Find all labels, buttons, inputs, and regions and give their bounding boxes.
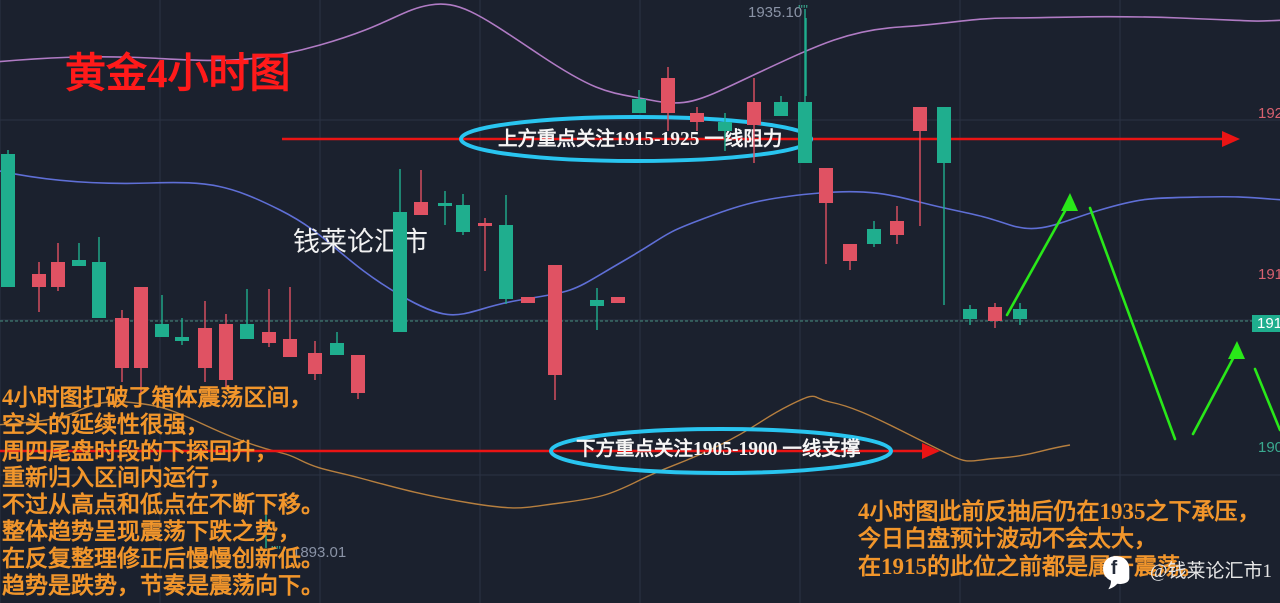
svg-text:钱莱论汇市: 钱莱论汇市 — [293, 227, 428, 257]
svg-text:f: f — [1111, 558, 1118, 579]
svg-text:1914: 1914 — [1258, 266, 1280, 283]
svg-text:1900: 1900 — [1258, 439, 1280, 456]
svg-text:1935.10: 1935.10 — [748, 4, 802, 21]
svg-text:1910: 1910 — [1257, 315, 1280, 332]
svg-text:下方重点关注1905-1900 一线支撑: 下方重点关注1905-1900 一线支撑 — [576, 437, 861, 460]
svg-text:1927: 1927 — [1258, 105, 1280, 122]
svg-text:上方重点关注1915-1925 一线阻力: 上方重点关注1915-1925 一线阻力 — [498, 127, 782, 150]
svg-text:黄金4小时图: 黄金4小时图 — [65, 50, 291, 96]
svg-text:'''': '''' — [798, 2, 808, 17]
